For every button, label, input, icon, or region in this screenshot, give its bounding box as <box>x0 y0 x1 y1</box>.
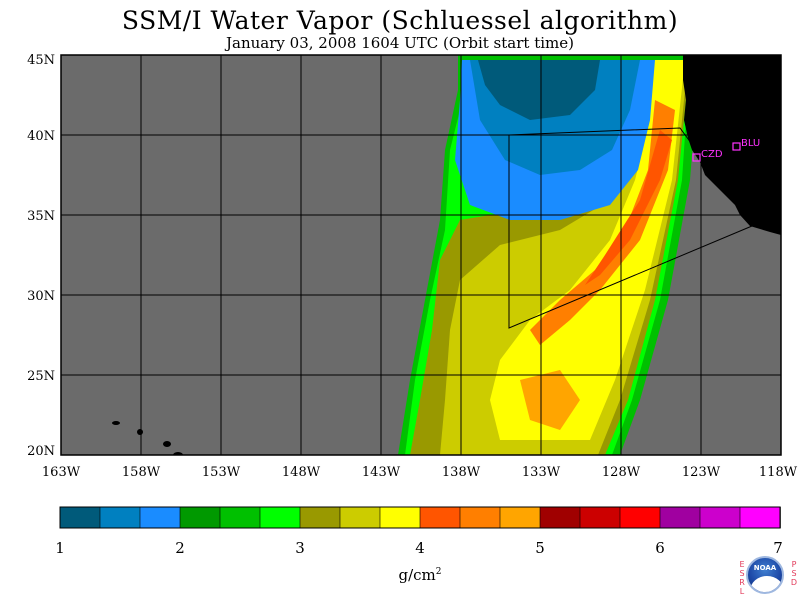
noaa-emblem: NOAA <box>746 556 784 594</box>
lon-tick-label: 143W <box>362 465 401 480</box>
colorbar-tick-label: 4 <box>415 539 425 557</box>
colorbar-tick-label: 1 <box>55 539 65 557</box>
colorbar-swatch <box>659 506 701 529</box>
colorbar-tick-label: 7 <box>773 539 783 557</box>
colorbar-swatch <box>59 506 101 529</box>
station-czd-marker <box>692 153 701 162</box>
noaa-bird-icon <box>750 576 782 592</box>
lat-tick-label: 25N <box>27 369 55 384</box>
lon-tick-label: 133W <box>522 465 561 480</box>
island <box>137 429 143 435</box>
colorbar-frame <box>59 506 781 529</box>
colorbar-swatch <box>339 506 381 529</box>
units-text: g/cm <box>398 566 436 584</box>
colorbar-swatch <box>99 506 141 529</box>
land-mass <box>683 55 781 235</box>
colorbar-tick-label: 2 <box>175 539 185 557</box>
colorbar-swatch <box>699 506 741 529</box>
lon-tick-label: 163W <box>42 465 81 480</box>
lon-tick-label: 128W <box>602 465 641 480</box>
colorbar-swatch <box>619 506 661 529</box>
colorbar-tick-label: 3 <box>295 539 305 557</box>
colorbar-swatch <box>539 506 581 529</box>
page-subtitle: January 03, 2008 1604 UTC (Orbit start t… <box>226 34 574 52</box>
grid-lines <box>61 55 781 455</box>
colorbar-swatch <box>179 506 221 529</box>
lat-tick-label: 40N <box>27 129 55 144</box>
colorbar-swatch <box>139 506 181 529</box>
colorbar-swatch <box>579 506 621 529</box>
swath-red-orange <box>585 130 672 285</box>
colorbar-swatch <box>419 506 461 529</box>
lat-axis: 45N 40N 35N 30N 25N 20N <box>27 53 55 459</box>
page-title: SSM/I Water Vapor (Schluessel algorithm) <box>121 6 679 35</box>
lon-tick-label: 138W <box>442 465 481 480</box>
plot-frame <box>60 54 782 456</box>
island <box>163 441 171 447</box>
colorbar <box>59 506 781 529</box>
station-czd-label: CZD <box>701 149 723 160</box>
lon-tick-label: 153W <box>202 465 241 480</box>
colorbar-swatch <box>379 506 421 529</box>
lon-tick-label: 123W <box>682 465 721 480</box>
units-exponent: 2 <box>435 567 442 577</box>
lon-axis: 163W 158W 153W 148W 143W 138W 133W 128W … <box>42 465 798 480</box>
lat-tick-label: 20N <box>27 444 55 459</box>
swath-yellowgreen <box>440 60 688 455</box>
dry-deepblue-region <box>478 60 600 120</box>
colorbar-tick-label: 5 <box>535 539 545 557</box>
lat-tick-label: 35N <box>27 209 55 224</box>
lat-tick-label: 45N <box>27 53 55 68</box>
analysis-domain-outline <box>508 127 753 329</box>
lon-tick-label: 118W <box>759 465 798 480</box>
colorbar-swatch <box>739 506 781 529</box>
colorbar-units: g/cm2 <box>0 566 800 584</box>
station-blu-marker <box>732 142 741 151</box>
logo-circle-text: NOAA <box>753 564 777 572</box>
lon-tick-label: 148W <box>282 465 321 480</box>
swath-yellow <box>490 60 685 440</box>
station-blu-label: BLU <box>741 138 760 149</box>
colorbar-ticks: 1 2 3 4 5 6 7 <box>55 539 783 557</box>
swath-orange-lower <box>520 370 580 430</box>
colorbar-tick-label: 6 <box>655 539 665 557</box>
lon-tick-label: 158W <box>122 465 161 480</box>
colorbar-swatch <box>259 506 301 529</box>
island <box>112 421 120 425</box>
colorbar-swatch <box>499 506 541 529</box>
colorbar-swatch <box>459 506 501 529</box>
colorbar-swatch <box>299 506 341 529</box>
lat-tick-label: 30N <box>27 289 55 304</box>
swath-orange-core <box>530 100 675 345</box>
colorbar-swatch <box>219 506 261 529</box>
